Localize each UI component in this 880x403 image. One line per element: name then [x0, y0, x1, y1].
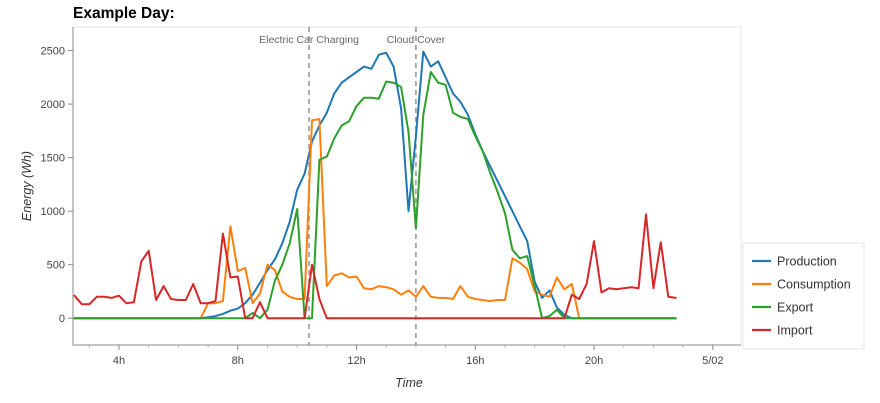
- x-tick-label: 20h: [585, 355, 603, 367]
- x-axis-label: Time: [395, 376, 423, 390]
- annotation-label: Cloud Cover: [387, 34, 446, 46]
- legend-entry: Import: [777, 324, 813, 338]
- chart-title: Example Day:: [73, 5, 175, 22]
- annotation-label: Electric Car Charging: [259, 34, 359, 46]
- legend: Production Consumption Export Import: [742, 242, 865, 350]
- x-tick-label: 4h: [113, 355, 125, 367]
- x-tick-label: 5/02: [702, 355, 723, 367]
- series-line-import: [73, 213, 677, 320]
- y-tick-label: 0: [59, 313, 65, 325]
- legend-entry: Production: [777, 255, 837, 269]
- legend-entry: Export: [777, 301, 814, 315]
- y-tick-label: 2500: [41, 46, 65, 58]
- y-tick-label: 2000: [41, 99, 65, 111]
- x-tick-label: 16h: [466, 355, 484, 367]
- series-line-export: [73, 71, 677, 320]
- x-tick-label: 8h: [232, 355, 244, 367]
- y-axis-label: Energy (Wh): [20, 151, 34, 221]
- legend-entry: Consumption: [777, 278, 851, 292]
- y-tick-label: 1500: [41, 153, 65, 165]
- x-tick-label: 12h: [347, 355, 365, 367]
- y-tick-label: 500: [47, 260, 65, 272]
- y-tick-label: 1000: [41, 206, 65, 218]
